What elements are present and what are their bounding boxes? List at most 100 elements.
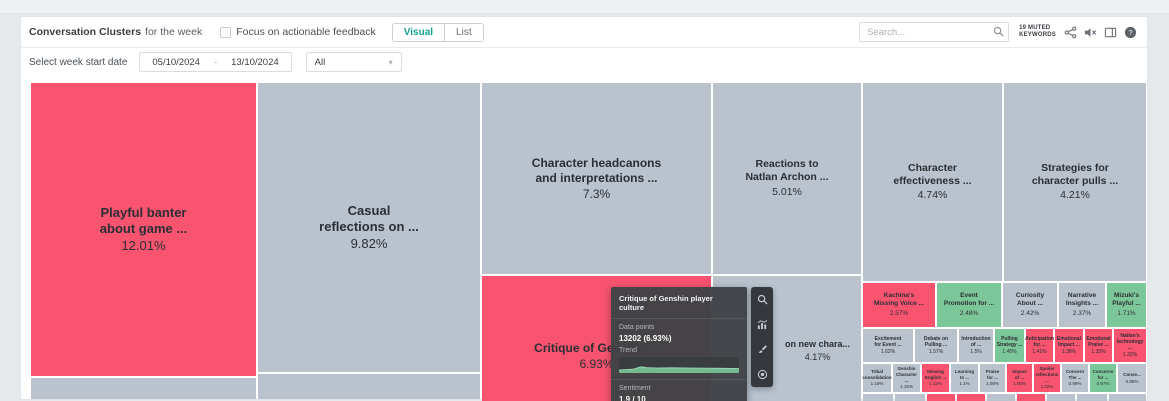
- treemap-tile[interactable]: Debate on Pulling ... 1.57%: [915, 329, 957, 362]
- chevron-down-icon: ▾: [388, 57, 393, 67]
- treemap-tile[interactable]: [895, 394, 925, 401]
- treemap-tile[interactable]: Concerns for ... 0.97%: [1090, 364, 1116, 392]
- tile-label: Casual: [347, 202, 391, 218]
- treemap-tile[interactable]: Pulling Strategy ... 1.45%: [995, 329, 1024, 362]
- search-input[interactable]: [859, 22, 1010, 42]
- treemap-tile[interactable]: Kachina's Missing Voice ... 2.57%: [863, 283, 935, 327]
- tile-percentage: 4.17%: [804, 351, 831, 362]
- treemap-tile[interactable]: [1047, 394, 1075, 401]
- tile-label: to ...: [959, 374, 970, 380]
- treemap-tile[interactable]: Learning to ... 1.1%: [951, 364, 978, 392]
- share-icon[interactable]: [1064, 26, 1077, 39]
- tile-label: Insights ...: [1065, 300, 1099, 308]
- data-points-label: Data points: [619, 324, 655, 331]
- tile-label: Curiosity: [1015, 292, 1045, 300]
- treemap-tile[interactable]: Casual reflections on ... 9.82%: [258, 83, 480, 372]
- treemap-tile[interactable]: [987, 394, 1015, 401]
- tile-label: Promotion for ...: [943, 300, 995, 308]
- muted-keywords-button[interactable]: 19 MUTED KEYWORDS: [1019, 25, 1056, 40]
- treemap-tile[interactable]: [1077, 394, 1107, 401]
- tile-percentage: 1.32%: [1122, 352, 1138, 359]
- tile-percentage: 1.12%: [929, 381, 942, 387]
- toggle-visual[interactable]: Visual: [392, 23, 446, 41]
- treemap-tile[interactable]: Concern The ... 0.99%: [1062, 364, 1088, 392]
- treemap-tile[interactable]: Emotional Impact ... 1.38%: [1055, 329, 1083, 362]
- treemap-tile[interactable]: [1017, 394, 1045, 401]
- treemap-tile[interactable]: Impact of ... 1.05%: [1007, 364, 1032, 392]
- treemap-tile[interactable]: Genshin Character ... 1.15%: [893, 364, 920, 392]
- toggle-list[interactable]: List: [445, 23, 483, 41]
- treemap-tile[interactable]: Missing English ... 1.12%: [922, 364, 949, 392]
- layout-icon[interactable]: [1104, 26, 1117, 39]
- treemap-tile[interactable]: [31, 378, 256, 399]
- tile-label: Concerns: [1092, 369, 1114, 375]
- tile-label: reflections ...: [1035, 371, 1059, 383]
- mute-icon[interactable]: [1084, 26, 1097, 39]
- tile-percentage: 6.93%: [579, 356, 614, 371]
- tile-label: Emotional: [1086, 335, 1111, 342]
- tile-label: Impact ...: [1058, 341, 1080, 348]
- tile-label: Playful banter: [100, 204, 187, 220]
- tile-label: on new chara...: [784, 339, 851, 350]
- tile-percentage: 1.15%: [900, 384, 913, 390]
- treemap-tile[interactable]: Natlan's technology ... 1.32%: [1114, 329, 1146, 362]
- treemap-tile[interactable]: Narrative Insights ... 2.37%: [1059, 283, 1105, 327]
- treemap-tile[interactable]: Strategies for character pulls ... 4.21%: [1004, 83, 1146, 281]
- tile-label: about game ...: [99, 220, 188, 236]
- help-icon[interactable]: ?: [1124, 26, 1137, 39]
- chart-icon[interactable]: [757, 319, 768, 330]
- tile-label: Genshin: [897, 366, 916, 372]
- tile-label: Mizuki's: [1113, 292, 1140, 300]
- theme-icon[interactable]: [757, 369, 768, 380]
- treemap-tile[interactable]: Introduction of ... 1.5%: [959, 329, 993, 362]
- treemap-tile[interactable]: Mizuki's Playful ... 1.71%: [1107, 283, 1146, 327]
- actionable-feedback-checkbox[interactable]: Focus on actionable feedback: [220, 26, 376, 38]
- tile-percentage: 1.38%: [1061, 349, 1077, 356]
- treemap-tile[interactable]: Spoiler reflections ... 1.02%: [1034, 364, 1060, 392]
- tile-percentage: 1.08%: [986, 381, 999, 387]
- tile-percentage: 9.82%: [350, 236, 388, 252]
- tile-label: for Event ...: [874, 341, 902, 348]
- tile-label: Introduction: [961, 335, 991, 342]
- zoom-icon[interactable]: [757, 294, 768, 305]
- date-start[interactable]: 05/10/2024: [152, 56, 200, 68]
- page-title: Conversation Clusters: [29, 26, 142, 38]
- tile-percentage: 1.02%: [1040, 384, 1054, 390]
- treemap-tile[interactable]: [258, 374, 480, 399]
- treemap-tile[interactable]: Excitement for Event ... 1.62%: [863, 329, 913, 362]
- treemap-tile[interactable]: Curiosity About ... 2.42%: [1003, 283, 1057, 327]
- tile-label: for ...: [987, 374, 998, 380]
- tile-label: consolidation: [862, 374, 892, 380]
- checkbox-box[interactable]: [220, 26, 232, 38]
- treemap-tile[interactable]: Praise for ... 1.08%: [980, 364, 1005, 392]
- treemap-tile[interactable]: Conse... 0.95%: [1118, 364, 1146, 392]
- header-icons: ?: [1064, 26, 1137, 39]
- cluster-filter-dropdown[interactable]: All ▾: [305, 52, 402, 72]
- treemap-tile[interactable]: [1109, 394, 1146, 401]
- treemap-tile[interactable]: Character headcanons and interpretations …: [482, 83, 711, 274]
- treemap-tile[interactable]: Character effectiveness ... 4.74%: [863, 83, 1002, 281]
- tile-percentage: 1.71%: [1117, 309, 1136, 317]
- tile-percentage: 7.3%: [582, 186, 611, 201]
- treemap-tile[interactable]: [957, 394, 985, 401]
- tile-percentage: 1.35%: [1091, 349, 1106, 356]
- svg-text:?: ?: [1128, 28, 1132, 37]
- treemap-tile[interactable]: [927, 394, 955, 401]
- date-range-input[interactable]: 05/10/2024 - 13/10/2024: [139, 52, 292, 72]
- date-end[interactable]: 13/10/2024: [231, 56, 279, 68]
- tile-label: Excitement: [874, 335, 902, 342]
- treemap-tile[interactable]: Playful banter about game ... 12.01%: [31, 83, 256, 376]
- treemap-tile[interactable]: Reactions to Natlan Archon ... 5.01%: [713, 83, 861, 274]
- trend-label: Trend: [619, 347, 638, 354]
- tile-label: for ...: [1033, 341, 1046, 348]
- treemap-tile[interactable]: Anticipation for ... 1.41%: [1025, 329, 1054, 362]
- treemap-tile[interactable]: [863, 394, 893, 401]
- treemap-tile[interactable]: Tribal consolidation 1.19%: [862, 364, 892, 392]
- tile-label: Conse...: [1123, 371, 1141, 377]
- tile-percentage: 1.5%: [970, 349, 982, 356]
- tile-label: Character ...: [895, 371, 917, 383]
- treemap-tile[interactable]: Event Promotion for ... 2.48%: [937, 283, 1001, 327]
- treemap-tile[interactable]: Emotional Praise ... 1.35%: [1085, 329, 1112, 362]
- search-box: [859, 22, 1010, 42]
- brush-icon[interactable]: [757, 344, 768, 355]
